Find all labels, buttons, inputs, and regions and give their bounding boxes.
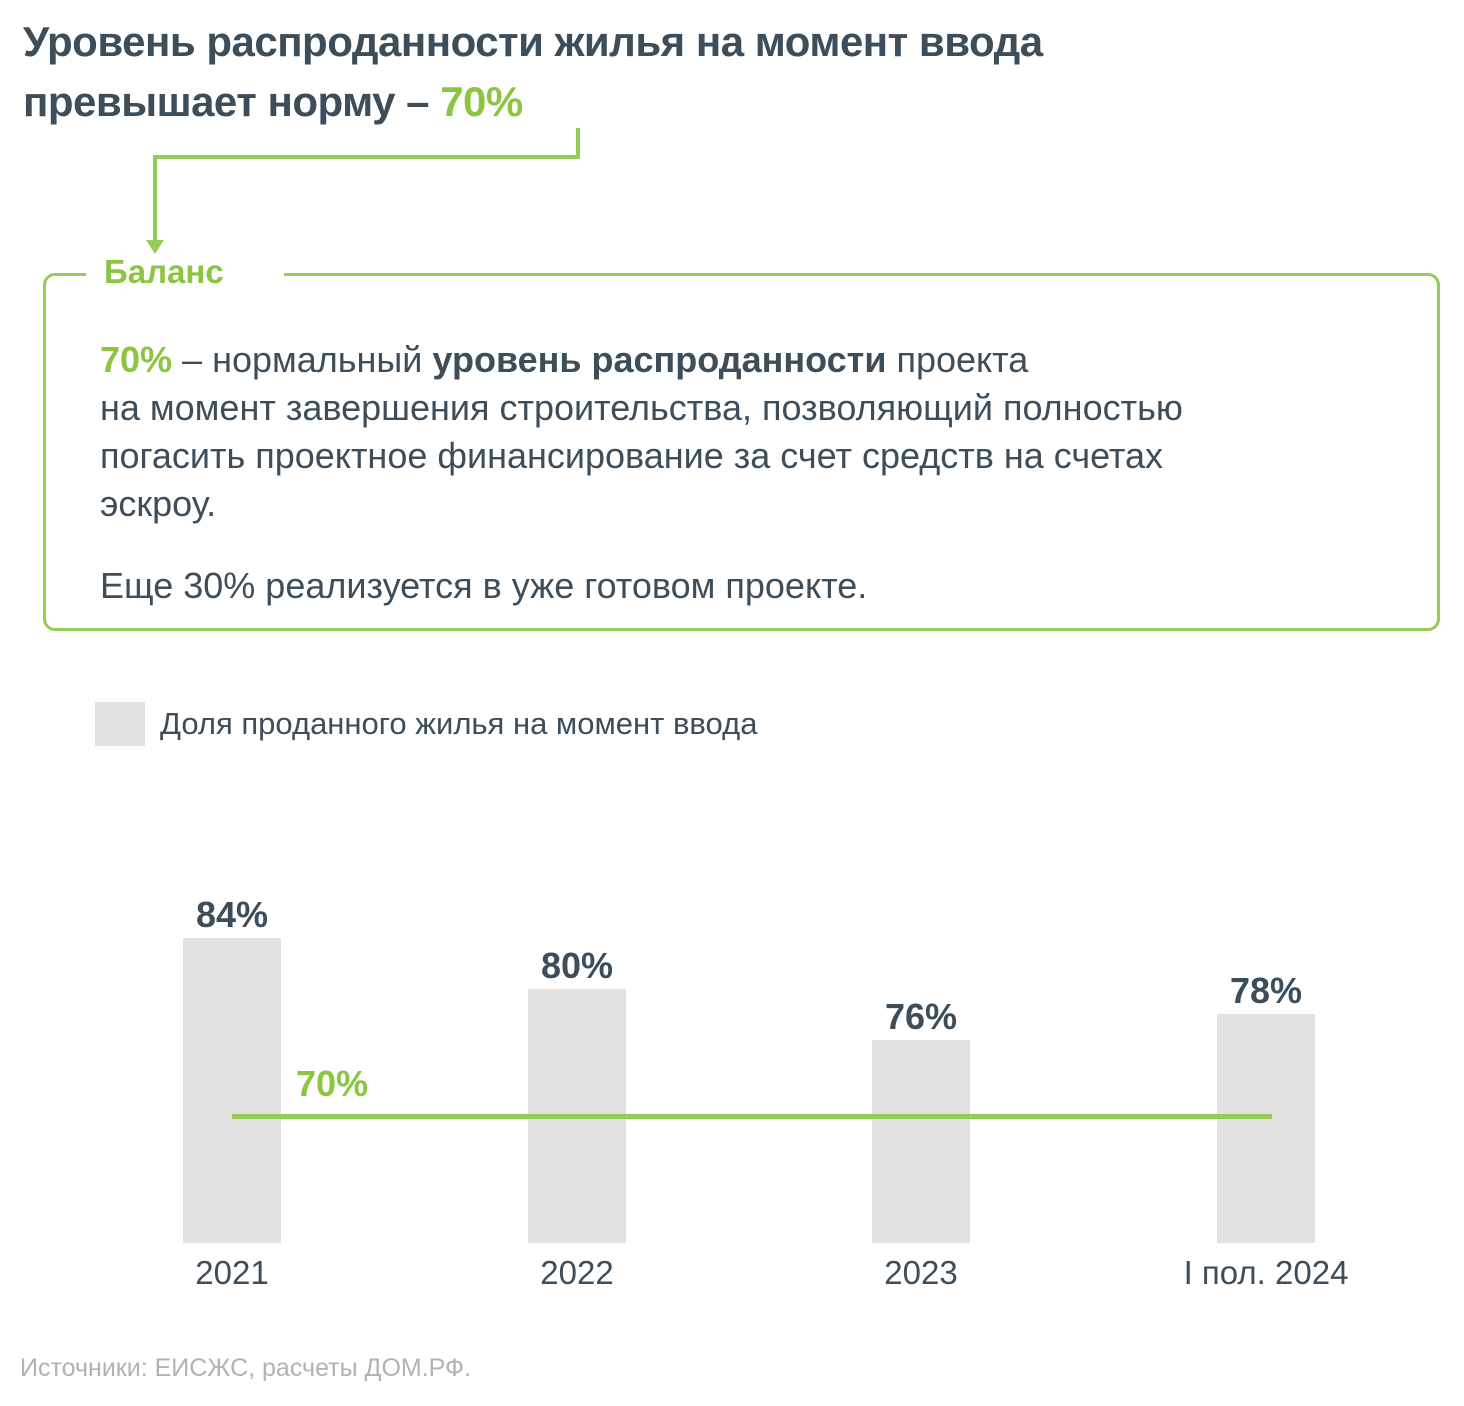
source-note: Источники: ЕИСЖС, расчеты ДОМ.РФ. [20, 1354, 472, 1382]
text-segment: 70% [100, 339, 173, 380]
x-axis-label: 2022 [540, 1254, 614, 1291]
legend-label: Доля проданного жилья на момент ввода [160, 706, 758, 741]
connector-arrowhead-icon [146, 240, 164, 254]
text-segment: – нормальный [172, 339, 433, 380]
x-axis-label: I пол. 2024 [1183, 1254, 1349, 1291]
bar [183, 938, 281, 1243]
connector-vertical-from-title [576, 128, 580, 159]
norm-line [232, 1114, 1272, 1119]
connector-horizontal [153, 155, 580, 159]
page-title-line2: превышает норму – 70% [23, 72, 1043, 132]
norm-line-label: 70% [296, 1063, 369, 1104]
page-title-line1: Уровень распроданности жилья на момент в… [23, 18, 1043, 65]
page-title: Уровень распроданности жилья на момент в… [23, 12, 1043, 132]
x-axis-label: 2023 [884, 1254, 958, 1291]
bar-value-label: 78% [1229, 970, 1303, 1012]
page-title-highlight: 70% [440, 78, 523, 125]
text-segment: уровень распроданности [432, 339, 887, 380]
bar-value-label: 80% [540, 945, 614, 986]
legend-swatch [95, 702, 145, 746]
bar [872, 1039, 970, 1243]
callout-box [43, 273, 1440, 631]
bar [1217, 1014, 1315, 1243]
callout-label: Баланс [104, 253, 224, 290]
x-axis-label: 2021 [195, 1254, 269, 1291]
bar-value-label: 76% [884, 995, 958, 1037]
page-title-line2-text: превышает норму – [23, 78, 441, 125]
bar-value-label: 84% [195, 894, 269, 936]
connector-vertical-down [153, 157, 157, 241]
text-segment: проекта на момент завершения строительст… [100, 339, 1183, 524]
callout-paragraph-1: 70% – нормальный уровень распроданности … [100, 336, 1400, 528]
callout-border-gap [86, 267, 284, 282]
callout-paragraph-2: Еще 30% реализуется в уже готовом проект… [100, 565, 868, 606]
